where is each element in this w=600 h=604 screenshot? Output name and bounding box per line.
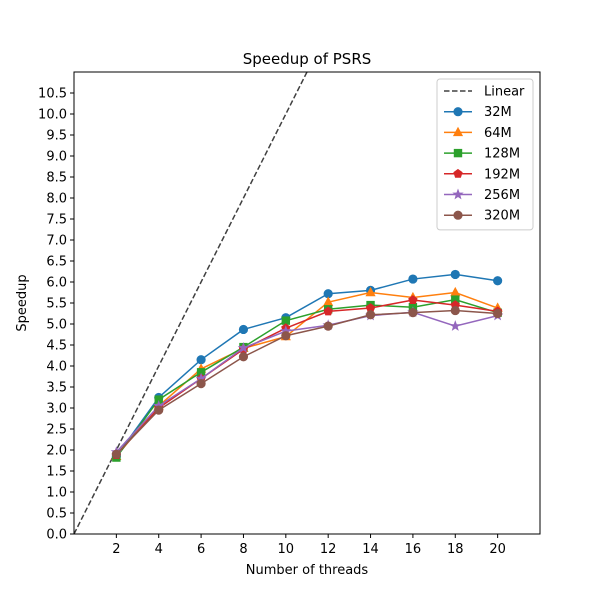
y-tick-label: 0.0: [46, 528, 67, 543]
data-point-32m: [238, 324, 249, 335]
legend-label: 64M: [484, 126, 512, 141]
legend-item-256m: 256M: [444, 188, 520, 203]
legend-item-32m: 32M: [444, 105, 512, 120]
data-point-256m: [449, 320, 461, 331]
x-tick-label: 2: [112, 542, 120, 557]
data-point-320m: [196, 379, 206, 389]
x-tick-label: 6: [197, 542, 205, 557]
legend-marker: [452, 188, 464, 200]
data-point-32m: [408, 274, 418, 284]
data-point-320m: [408, 308, 418, 318]
legend-label: 32M: [484, 105, 512, 120]
series-line-128m: [115, 298, 498, 459]
data-point-320m: [238, 352, 249, 362]
legend-label: Linear: [484, 85, 525, 100]
x-axis-title: Number of threads: [246, 563, 369, 578]
y-tick-label: 3.5: [46, 381, 67, 396]
y-tick-label: 9.0: [46, 150, 67, 165]
data-point-32m: [493, 276, 503, 286]
y-tick-label: 4.0: [46, 360, 67, 375]
legend-marker: [453, 107, 463, 117]
series-320m: [111, 305, 503, 459]
legend-marker: [453, 168, 463, 178]
data-point-64m: [365, 286, 376, 297]
y-tick-label: 1.0: [46, 486, 67, 501]
data-point-128m: [281, 316, 291, 325]
series-line-linear: [74, 72, 308, 534]
series-line-64m: [115, 291, 498, 457]
series-32m: [111, 269, 503, 461]
legend-item-linear: Linear: [444, 85, 525, 100]
plot-frame: [73, 71, 541, 535]
series-linear: [74, 72, 308, 534]
y-tick-label: 10.0: [38, 108, 67, 123]
y-tick-label: 5.5: [46, 297, 67, 312]
legend-box: [436, 78, 534, 231]
x-tick-label: 14: [362, 542, 379, 557]
x-tick-label: 20: [489, 542, 506, 557]
chart-title: Speedup of PSRS: [243, 50, 372, 68]
data-point-320m: [323, 321, 333, 331]
data-point-320m: [154, 405, 164, 415]
series-line-256m: [115, 311, 498, 453]
legend-item-128m: 128M: [444, 147, 520, 162]
y-tick-label: 6.0: [46, 276, 67, 291]
data-point-64m: [450, 286, 461, 297]
legend-marker: [452, 126, 464, 137]
data-point-320m: [365, 310, 376, 320]
legend-label: 320M: [484, 209, 520, 224]
data-point-32m: [450, 269, 460, 280]
y-tick-label: 3.0: [46, 402, 67, 417]
series-line-32m: [115, 273, 498, 457]
data-point-192m: [323, 306, 333, 316]
series-64m: [111, 286, 503, 461]
data-point-320m: [493, 308, 503, 319]
y-tick-label: 1.5: [46, 465, 67, 480]
data-point-256m: [237, 341, 250, 353]
x-tick-label: 8: [239, 542, 247, 557]
series-256m: [110, 306, 504, 457]
series-line-320m: [115, 309, 498, 455]
series-192m: [111, 295, 503, 460]
x-tick-label: 10: [278, 542, 295, 557]
y-tick-label: 9.5: [46, 129, 67, 144]
data-point-320m: [281, 331, 291, 341]
y-tick-label: 4.5: [46, 339, 67, 354]
y-tick-label: 10.5: [38, 87, 67, 102]
y-axis-title: Speedup: [15, 274, 30, 331]
legend-item-320m: 320M: [444, 209, 520, 224]
x-tick-label: 16: [405, 542, 422, 557]
legend-marker: [453, 210, 463, 220]
series-line-192m: [115, 299, 498, 456]
legend-item-192m: 192M: [444, 167, 520, 182]
y-tick-label: 7.5: [46, 213, 67, 228]
y-tick-label: 2.5: [46, 423, 67, 438]
y-tick-label: 7.0: [46, 234, 67, 249]
x-tick-label: 4: [155, 542, 163, 557]
x-tick-label: 18: [447, 542, 464, 557]
y-tick-label: 8.0: [46, 192, 67, 207]
legend-label: 192M: [484, 167, 520, 182]
legend-marker: [453, 148, 463, 158]
legend-label: 256M: [484, 188, 520, 203]
data-point-320m: [450, 305, 460, 316]
data-point-320m: [111, 449, 121, 459]
legend-item-64m: 64M: [444, 126, 512, 141]
legend-label: 128M: [484, 147, 520, 162]
y-tick-label: 8.5: [46, 171, 67, 186]
data-point-192m: [408, 295, 418, 305]
y-tick-label: 6.5: [46, 255, 67, 270]
y-tick-label: 5.0: [46, 318, 67, 333]
y-tick-label: 0.5: [46, 507, 67, 522]
series-128m: [112, 295, 502, 462]
x-tick-label: 12: [320, 542, 337, 557]
data-point-32m: [196, 355, 206, 365]
y-tick-label: 2.0: [46, 444, 67, 459]
